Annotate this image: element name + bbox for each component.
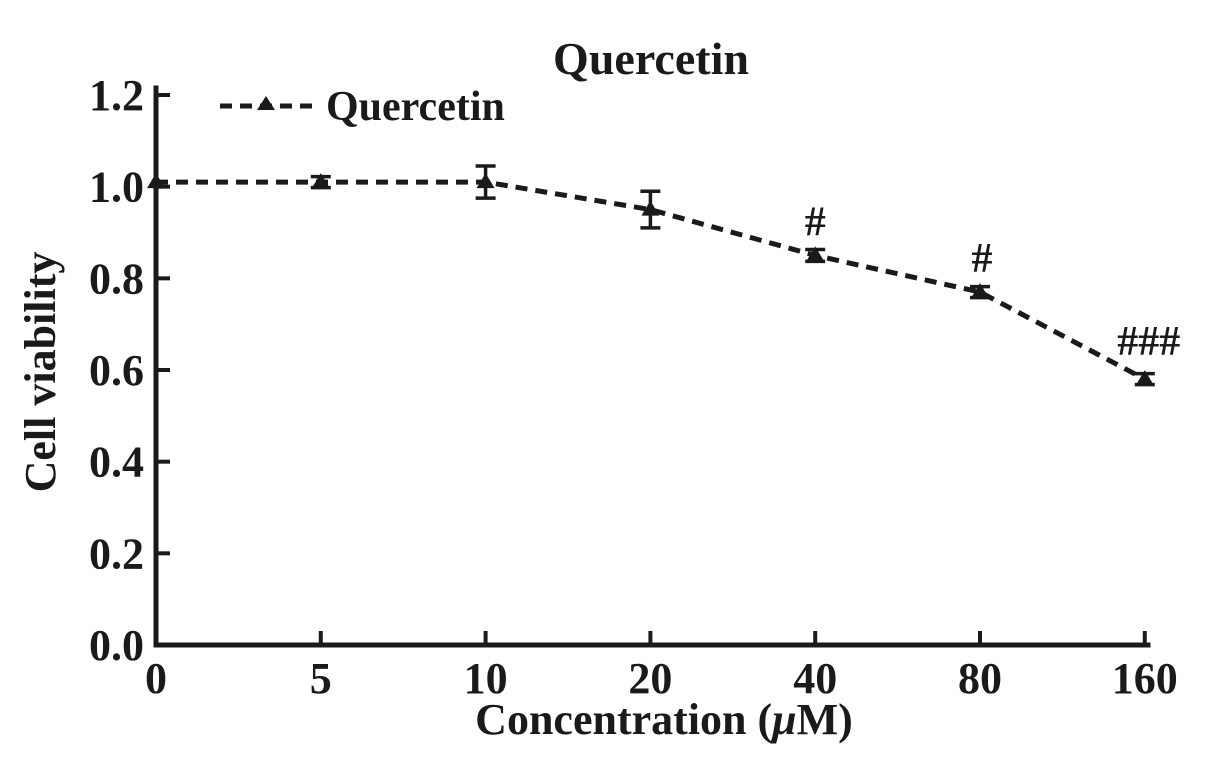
- y-tick-label: 1.0: [89, 163, 144, 212]
- legend: Quercetin: [220, 84, 505, 130]
- significance-annotation: #: [972, 236, 993, 282]
- legend-triangle-marker-icon: [257, 96, 275, 110]
- data-point-marker: [806, 246, 825, 262]
- y-tick-label: 0.4: [89, 438, 144, 487]
- data-point-marker: [1135, 370, 1154, 386]
- data-point-marker: [476, 173, 495, 189]
- x-axis-label: Concentration (μM): [475, 695, 853, 744]
- y-tick-label: 0.6: [89, 346, 144, 395]
- axis-spine: [153, 85, 1151, 648]
- data-point-marker: [147, 173, 165, 189]
- x-tick-label: 40: [793, 654, 837, 703]
- y-tick-label: 0.8: [89, 254, 144, 303]
- legend-label: Quercetin: [326, 84, 505, 130]
- x-tick-label: 0: [145, 654, 167, 703]
- data-point-marker: [971, 283, 989, 299]
- chart-title: Quercetin: [553, 33, 749, 84]
- series-layer: [147, 164, 1155, 387]
- significance-annotation: ###: [1117, 319, 1180, 365]
- annotations-layer: #####: [805, 199, 1181, 365]
- x-tick-label: 10: [464, 654, 508, 703]
- axes-layer: 0.0 0.2 0.4 0.6 0.8 1.0 1.2 0 5 10 20 40 80 160: [89, 71, 1178, 703]
- y-axis-label: Cell viability: [16, 252, 65, 493]
- data-point-marker: [641, 200, 660, 216]
- x-tick-label: 160: [1112, 654, 1178, 703]
- y-tick-label: 0.2: [89, 529, 144, 578]
- y-tick-label: 1.2: [89, 71, 144, 120]
- x-tick-label: 5: [310, 654, 332, 703]
- data-point-marker: [311, 173, 330, 189]
- x-tick-label: 20: [628, 654, 672, 703]
- x-tick-label: 80: [958, 654, 1002, 703]
- significance-annotation: #: [805, 199, 826, 245]
- y-tick-label: 0.0: [89, 621, 144, 670]
